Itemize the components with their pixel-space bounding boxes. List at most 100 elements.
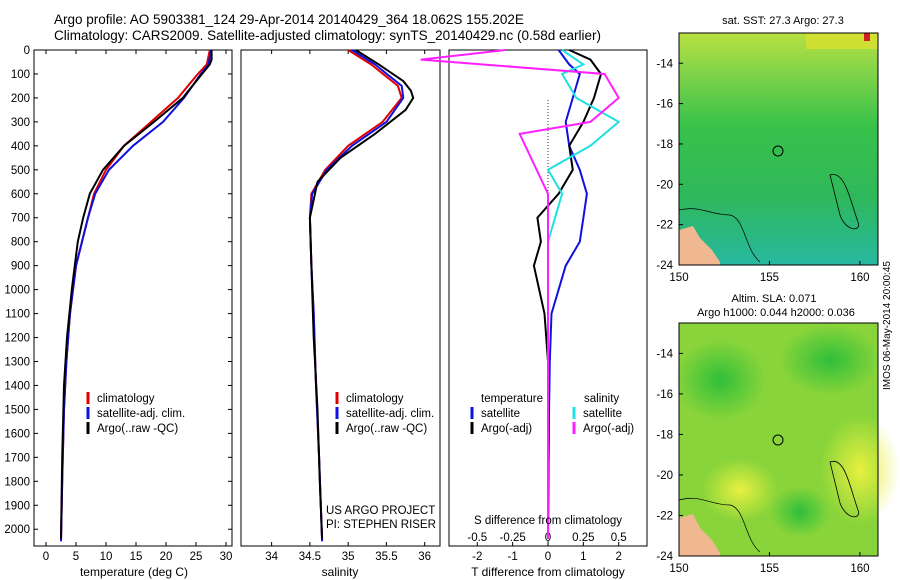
x-tick-label: 30 bbox=[220, 551, 233, 563]
sla-land bbox=[679, 514, 720, 556]
map-y-tick-label: -16 bbox=[656, 99, 673, 111]
salinity-panel: 34 34.5 35 35.5 36 salinity climatology sate… bbox=[240, 49, 441, 579]
map-y-tick-label: -24 bbox=[656, 551, 673, 563]
depth-tick-label: 1000 bbox=[4, 285, 30, 297]
legend-label-t-satellite: satellite bbox=[481, 408, 520, 420]
depth-tick-label: 1300 bbox=[4, 356, 30, 368]
sst-map-panel: sat. SST: 27.3 Argo: 27.3 150 155 160 -14 -1… bbox=[656, 15, 879, 284]
x-tick-label: 36 bbox=[418, 551, 431, 563]
sst-warm-patch bbox=[806, 33, 878, 49]
map-y-tick-label: -20 bbox=[656, 179, 673, 191]
sla-high-2 bbox=[702, 458, 778, 522]
sst-map-title: sat. SST: 27.3 Argo: 27.3 bbox=[722, 15, 844, 27]
sst-reef-contour bbox=[829, 174, 860, 230]
legend-label-s-argo: Argo(-adj) bbox=[583, 423, 634, 435]
sst-map-ticks: 150 155 160 -14 -16 -18 -20 -22 -24 bbox=[656, 58, 869, 284]
map-x-tick-label: 155 bbox=[760, 272, 779, 284]
legend-label-satellite: satellite-adj. clim. bbox=[346, 408, 434, 420]
x-tick-label: -2 bbox=[472, 551, 482, 563]
sla-high-1 bbox=[820, 415, 900, 525]
series-line-argo bbox=[60, 50, 213, 539]
sla-map-title-line2: Argo h1000: 0.044 h2000: 0.036 bbox=[697, 307, 855, 319]
map-y-tick-label: -18 bbox=[656, 429, 673, 441]
legend-label-satellite: satellite-adj. clim. bbox=[97, 408, 185, 420]
x-tick-label: 25 bbox=[190, 551, 203, 563]
series-line-t-satellite bbox=[547, 49, 588, 539]
sla-map-frame bbox=[678, 322, 879, 557]
temperature-panel: 0100200300400500600700800900100011001200… bbox=[4, 45, 647, 579]
legend-label-s-satellite: satellite bbox=[583, 408, 622, 420]
x-tick-label: 5 bbox=[73, 551, 79, 563]
legend-label-climatology: climatology bbox=[97, 393, 155, 405]
depth-tick-label: 1500 bbox=[4, 404, 30, 416]
series-line-t-argo bbox=[532, 49, 603, 539]
depth-tick-label: 900 bbox=[11, 261, 30, 273]
depth-tick-label: 1900 bbox=[4, 500, 30, 512]
depth-tick-labels: 0 100 200 300 400 500 600 700 800 900 1000 1100 1200… bbox=[4, 45, 647, 536]
map-x-tick-label: 150 bbox=[669, 272, 688, 284]
map-x-tick-label: 160 bbox=[850, 563, 869, 575]
x-tick-label: 34 bbox=[265, 551, 278, 563]
pi-annotation: PI: STEPHEN RISER bbox=[326, 519, 436, 531]
temperature-lines bbox=[60, 49, 213, 542]
depth-tick-label: 1800 bbox=[4, 476, 30, 488]
legend-title-salinity: salinity bbox=[584, 393, 619, 405]
x-tick-label: 0 bbox=[545, 551, 551, 563]
sla-low-3 bbox=[770, 487, 830, 537]
x-tick-label: 35 bbox=[342, 551, 355, 563]
x-tick-label: 2 bbox=[616, 551, 622, 563]
depth-tick-label: 0 bbox=[24, 45, 30, 57]
figure-title-line1: Argo profile: AO 5903381_124 29-Apr-2014… bbox=[54, 12, 524, 27]
map-x-tick-label: 155 bbox=[760, 563, 779, 575]
x-tick-label: 1 bbox=[580, 551, 586, 563]
x-tick-label: 20 bbox=[160, 551, 173, 563]
sla-low-2 bbox=[780, 325, 880, 395]
sla-contour bbox=[678, 497, 761, 553]
series-line-s-argo bbox=[420, 49, 620, 539]
x-tick-label: 10 bbox=[100, 551, 113, 563]
sst-map-frame bbox=[678, 32, 879, 266]
temperature-xlabel: temperature (deg C) bbox=[80, 565, 188, 579]
sla-reef-contour bbox=[829, 460, 860, 518]
map-y-tick-label: -22 bbox=[656, 510, 673, 522]
x-tick-label: 34.5 bbox=[299, 551, 321, 563]
x-tick-label-top: 0.5 bbox=[611, 532, 627, 544]
x-tick-label: 0 bbox=[43, 551, 49, 563]
x-tick-label: 15 bbox=[130, 551, 143, 563]
legend-label-argo: Argo(..raw -QC) bbox=[346, 423, 427, 435]
depth-tick-label: 600 bbox=[11, 189, 30, 201]
legend-label-t-argo: Argo(-adj) bbox=[481, 423, 532, 435]
depth-tick-label: 100 bbox=[11, 69, 30, 81]
x-tick-label: -1 bbox=[508, 551, 518, 563]
difference-panel: -2 -1 0 1 2-0.5 -0.25 0 0.25 0.5 S difference fr… bbox=[420, 49, 648, 579]
depth-tick-label: 2000 bbox=[4, 524, 30, 536]
legend-title-temperature: temperature bbox=[481, 393, 543, 405]
sst-hot-pixel bbox=[864, 33, 870, 41]
map-y-tick-label: -14 bbox=[656, 348, 673, 360]
map-y-tick-label: -20 bbox=[656, 470, 673, 482]
depth-tick-label: 1600 bbox=[4, 428, 30, 440]
depth-tick-label: 1100 bbox=[5, 309, 30, 321]
depth-tick-label: 700 bbox=[11, 213, 30, 225]
sla-map-title-line1: Altim. SLA: 0.071 bbox=[732, 293, 817, 305]
s-difference-xlabel: S difference from climatology bbox=[474, 515, 622, 527]
legend-label-argo: Argo(..raw -QC) bbox=[97, 423, 178, 435]
legend-label-climatology: climatology bbox=[346, 393, 404, 405]
sla-map-panel: Altim. SLA: 0.071 Argo h1000: 0.044 h200… bbox=[656, 293, 900, 575]
map-y-tick-label: -14 bbox=[656, 58, 673, 70]
depth-tick-label: 400 bbox=[11, 141, 30, 153]
x-tick-label: 35.5 bbox=[375, 551, 397, 563]
map-y-tick-label: -16 bbox=[656, 389, 673, 401]
depth-tick-label: 1700 bbox=[4, 452, 30, 464]
map-x-tick-label: 150 bbox=[669, 563, 688, 575]
figure-title-line2: Climatology: CARS2009. Satellite-adjuste… bbox=[54, 28, 602, 43]
sla-map-ticks: 150 155 160 -14 -16 -18 -20 -22 -24 bbox=[656, 348, 869, 575]
x-tick-label-top: -0.25 bbox=[500, 532, 526, 544]
temperature-x-ticks: 0 5 10 15 20 25 30 bbox=[43, 50, 233, 563]
x-tick-label-top: -0.5 bbox=[467, 532, 487, 544]
difference-x-ticks: -2 -1 0 1 2-0.5 -0.25 0 0.25 0.5 bbox=[467, 532, 626, 563]
salinity-x-ticks: 34 34.5 35 35.5 36 bbox=[265, 50, 431, 563]
depth-tick-label: 200 bbox=[11, 93, 30, 105]
salinity-legend: climatology satellite-adj. clim. Argo(..… bbox=[335, 392, 434, 435]
depth-tick-label: 800 bbox=[11, 237, 30, 249]
